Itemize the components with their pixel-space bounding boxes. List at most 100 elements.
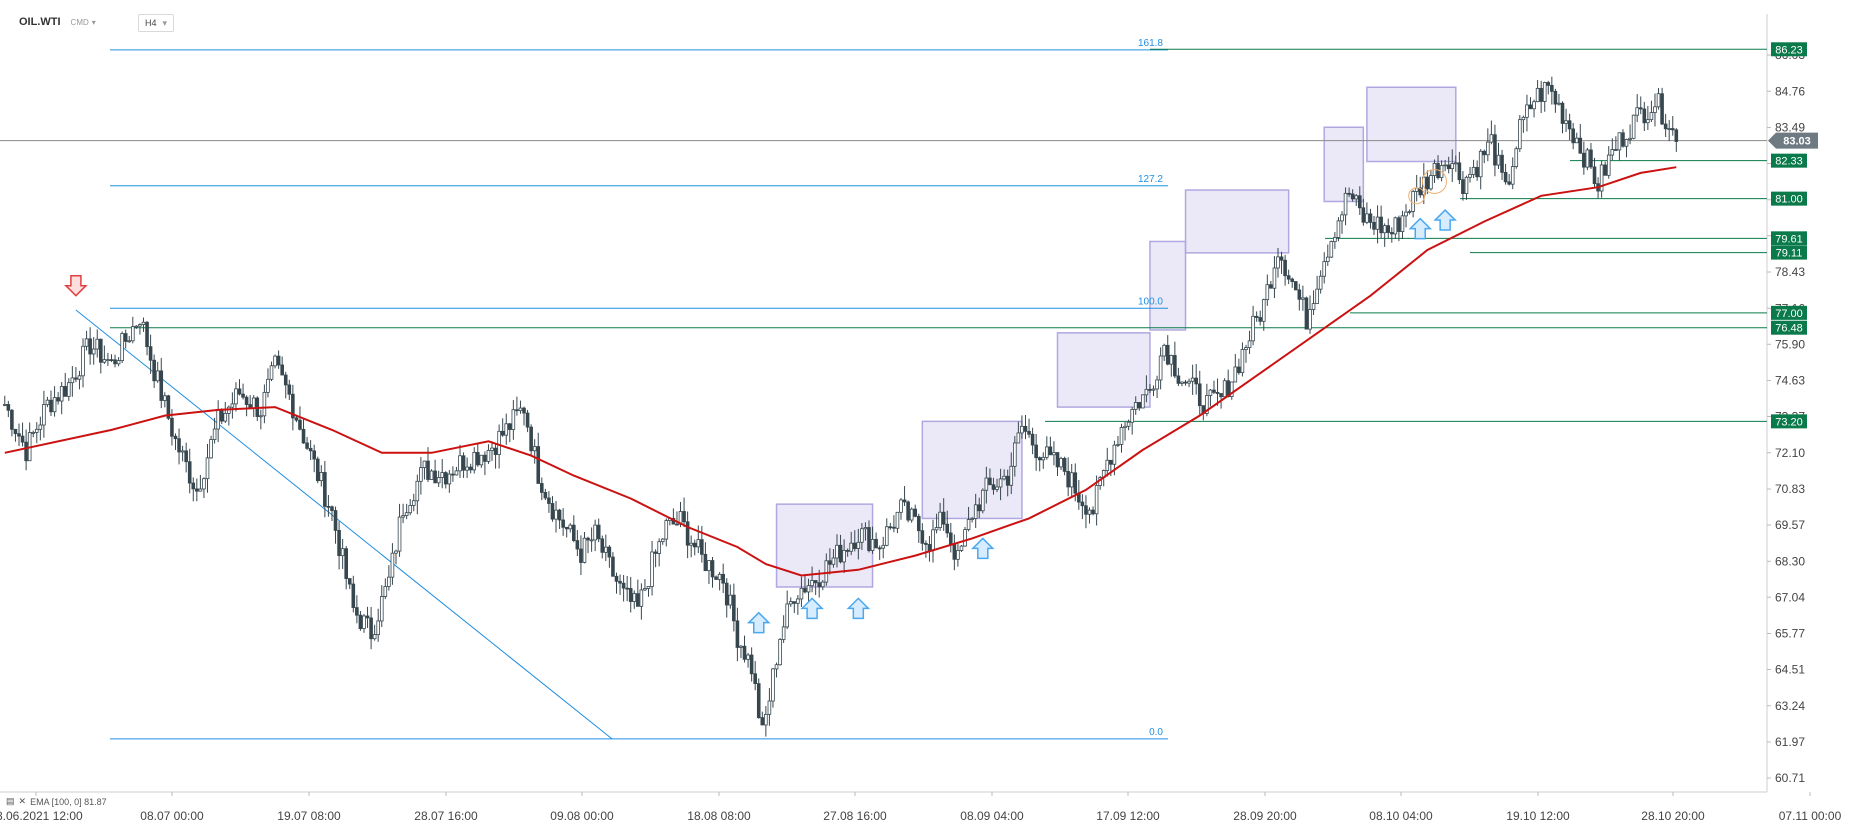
candle-body [778, 639, 782, 666]
candle-body [1123, 425, 1127, 428]
price-level-box-label: 86.23 [1775, 44, 1803, 56]
candle-body [1574, 137, 1579, 144]
candle-body [1269, 284, 1273, 289]
candle-body [1361, 207, 1366, 223]
candle-body [1304, 297, 1309, 330]
candle-body [1638, 107, 1643, 110]
candle-body [1343, 192, 1348, 216]
candle-body [1080, 501, 1085, 507]
candle-body [390, 552, 395, 578]
candle-body [1233, 366, 1238, 383]
candle-body [1119, 427, 1124, 445]
candle-body [1468, 173, 1472, 178]
candle-body [739, 645, 743, 648]
candle-body [525, 412, 530, 428]
x-tick-label: 28.06.2021 12:00 [0, 809, 83, 823]
candle-body [1144, 388, 1149, 396]
candle-body [465, 466, 469, 471]
candle-body [792, 601, 797, 604]
candle-body [717, 573, 722, 580]
candle-body [1283, 259, 1287, 277]
candle-body [981, 489, 985, 512]
candle-body [682, 511, 686, 523]
candle-body [230, 403, 235, 408]
candle-body [1461, 179, 1465, 195]
timeframe-value: H4 [145, 18, 157, 28]
candle-body [383, 586, 388, 597]
candle-body [1599, 164, 1604, 192]
candle-body [376, 620, 381, 636]
down-arrow-marker [64, 274, 88, 297]
candle-body [422, 460, 427, 468]
candle-body [1169, 355, 1174, 365]
candle-body [88, 338, 92, 355]
candle-body [1603, 164, 1607, 176]
up-arrow-marker [800, 597, 824, 620]
instrument-symbol[interactable]: OIL.WTI [19, 16, 61, 28]
candle-body [45, 399, 50, 406]
candle-body [639, 589, 644, 607]
candle-body [732, 594, 736, 622]
price-level-box [1771, 320, 1807, 335]
candle-body [436, 477, 441, 484]
candle-body [184, 450, 188, 463]
candle-body [387, 576, 391, 587]
candle-body [806, 585, 811, 593]
candle-body [340, 548, 345, 557]
candle-body [593, 524, 597, 541]
candle-body [1663, 123, 1668, 130]
candle-body [355, 607, 359, 616]
candle-body [1340, 214, 1344, 222]
price-level-box [1771, 245, 1807, 260]
candle-body [870, 538, 875, 551]
candle-body [902, 499, 907, 503]
market-label[interactable]: CMD ▾ [71, 18, 96, 27]
candle-body [522, 407, 526, 414]
indicator-legend: ▤ ✕ EMA [100, 0] 81.87 [6, 796, 107, 807]
candle-body [1539, 87, 1543, 102]
candle-body [198, 488, 203, 492]
candle-body [127, 340, 132, 343]
candle-body [483, 454, 487, 462]
candle-body [1073, 472, 1078, 494]
candle-body [1265, 284, 1270, 301]
candle-body [767, 700, 772, 715]
timeframe-select[interactable]: H4 ▾ [138, 14, 175, 32]
candle-body [849, 542, 854, 552]
candle-body [283, 374, 288, 386]
candle-body [2, 404, 7, 406]
candle-body [1279, 256, 1284, 261]
y-tick-label: 78.43 [1775, 265, 1805, 279]
candle-body [756, 683, 761, 719]
price-level-box [1771, 231, 1807, 246]
candle-body [163, 395, 167, 401]
candle-body [543, 492, 548, 499]
candle-body [486, 450, 491, 462]
candle-body [1137, 402, 1142, 409]
candle-body [52, 397, 57, 413]
candle-body [1528, 104, 1533, 110]
candle-body [1585, 149, 1590, 168]
close-icon[interactable]: ✕ [18, 796, 27, 806]
chart-settings-icon[interactable]: ▤ [6, 796, 15, 806]
candle-body [1254, 315, 1259, 318]
candle-body [155, 370, 160, 382]
candle-body [749, 654, 754, 675]
ema-legend-label: EMA [100, 0] 81.87 [30, 796, 107, 807]
candle-body [1486, 141, 1490, 156]
candle-body [700, 539, 704, 555]
candle-body [1386, 225, 1391, 233]
candle-body [1222, 380, 1227, 398]
candle-body [294, 417, 299, 421]
y-tick-label: 74.63 [1775, 374, 1805, 388]
candle-body [433, 470, 437, 484]
fibonacci-trendline [75, 309, 613, 740]
y-tick-label: 69.57 [1775, 518, 1805, 532]
candle-body [696, 539, 701, 548]
candle-body [1592, 166, 1597, 185]
candle-body [860, 528, 864, 543]
y-tick-label: 75.90 [1775, 337, 1805, 351]
candle-body [1244, 347, 1248, 350]
candle-body [63, 386, 68, 397]
